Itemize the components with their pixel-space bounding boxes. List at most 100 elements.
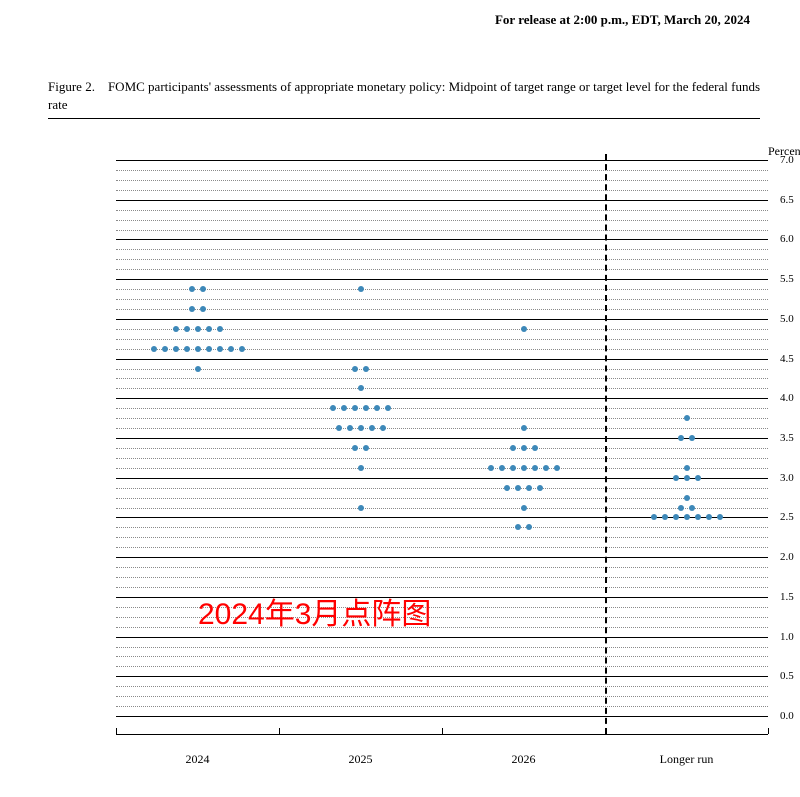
dot: [358, 385, 364, 391]
figure-caption: Figure 2. FOMC participants' assessments…: [48, 78, 760, 113]
dot: [684, 465, 690, 471]
gridline-minor: [116, 656, 768, 657]
dot: [537, 485, 543, 491]
dot: [200, 286, 206, 292]
y-axis-title: Percent: [768, 144, 800, 159]
ytick-label: 5.5: [780, 273, 800, 285]
gridline-major: [116, 557, 768, 558]
dot: [684, 475, 690, 481]
gridline-minor: [116, 647, 768, 648]
dot: [352, 405, 358, 411]
dot: [678, 435, 684, 441]
dot: [217, 326, 223, 332]
gridline-minor: [116, 488, 768, 489]
gridline-minor: [116, 537, 768, 538]
dot: [673, 475, 679, 481]
dot: [347, 425, 353, 431]
gridline-minor: [116, 329, 768, 330]
x-category-label: Longer run: [627, 752, 747, 767]
dot: [651, 514, 657, 520]
dot: [526, 485, 532, 491]
dot: [689, 505, 695, 511]
x-axis-tick: [768, 728, 769, 734]
gridline-minor: [116, 448, 768, 449]
dot: [510, 465, 516, 471]
dot: [217, 346, 223, 352]
ytick-label: 6.5: [780, 194, 800, 206]
gridline-minor: [116, 299, 768, 300]
gridline-minor: [116, 249, 768, 250]
gridline-major: [116, 398, 768, 399]
x-axis-tick: [279, 728, 280, 734]
gridline-minor: [116, 269, 768, 270]
gridline-minor: [116, 508, 768, 509]
dot: [206, 326, 212, 332]
gridline-minor: [116, 339, 768, 340]
dot: [554, 465, 560, 471]
dot: [195, 366, 201, 372]
gridline-minor: [116, 547, 768, 548]
dot: [363, 366, 369, 372]
gridline-minor: [116, 309, 768, 310]
dot: [521, 445, 527, 451]
dot: [173, 326, 179, 332]
dot: [515, 524, 521, 530]
dot: [684, 415, 690, 421]
ytick-label: 0.5: [780, 670, 800, 682]
gridline-major: [116, 279, 768, 280]
dot: [363, 405, 369, 411]
gridline-minor: [116, 349, 768, 350]
ytick-label: 2.5: [780, 511, 800, 523]
dot: [515, 485, 521, 491]
gridline-minor: [116, 577, 768, 578]
ytick-label: 1.0: [780, 631, 800, 643]
gridline-major: [116, 637, 768, 638]
gridline-minor: [116, 369, 768, 370]
x-category-label: 2026: [464, 752, 584, 767]
caption-rule: [48, 118, 760, 119]
gridline-minor: [116, 696, 768, 697]
gridline-minor: [116, 408, 768, 409]
dot: [521, 326, 527, 332]
x-axis: [116, 734, 768, 735]
gridline-major: [116, 319, 768, 320]
gridline-major: [116, 716, 768, 717]
gridline-minor: [116, 498, 768, 499]
dot: [695, 514, 701, 520]
ytick-label: 4.0: [780, 392, 800, 404]
ytick-label: 4.5: [780, 353, 800, 365]
gridline-major: [116, 517, 768, 518]
dot: [374, 405, 380, 411]
dot: [684, 514, 690, 520]
gridline-minor: [116, 180, 768, 181]
dot: [488, 465, 494, 471]
dot: [385, 405, 391, 411]
dot: [380, 425, 386, 431]
dot: [662, 514, 668, 520]
dot: [239, 346, 245, 352]
dot: [358, 286, 364, 292]
longer-run-divider: [605, 154, 607, 734]
gridline-minor: [116, 706, 768, 707]
dot: [189, 306, 195, 312]
dot: [341, 405, 347, 411]
x-axis-tick: [116, 728, 117, 734]
gridline-major: [116, 478, 768, 479]
overlay-annotation: 2024年3月点阵图: [198, 589, 431, 633]
dot: [695, 475, 701, 481]
gridline-minor: [116, 587, 768, 588]
x-category-label: 2024: [138, 752, 258, 767]
ytick-label: 2.0: [780, 551, 800, 563]
gridline-minor: [116, 567, 768, 568]
dot: [330, 405, 336, 411]
gridline-major: [116, 676, 768, 677]
dot: [206, 346, 212, 352]
figure-caption-text: FOMC participants' assessments of approp…: [48, 79, 760, 112]
dot: [521, 505, 527, 511]
ytick-label: 5.0: [780, 313, 800, 325]
gridline-minor: [116, 468, 768, 469]
dot: [173, 346, 179, 352]
dot: [352, 445, 358, 451]
dot: [352, 366, 358, 372]
ytick-label: 6.0: [780, 233, 800, 245]
